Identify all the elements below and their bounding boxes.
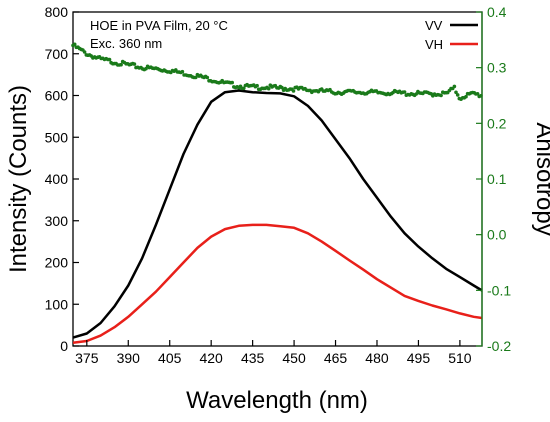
series-vv-line (72, 89, 483, 339)
y2-tick-label-3: 0.1 (487, 171, 507, 187)
x-tick-label-435: 435 (241, 350, 265, 366)
y-tick-label-700: 700 (45, 46, 69, 62)
x-tick-label-495: 495 (407, 350, 431, 366)
series-layer (71, 42, 483, 344)
y-tick-label-100: 100 (45, 296, 69, 312)
y2-axis-title: Anisotropy (531, 122, 550, 235)
anisotropy-point (193, 75, 198, 80)
y-axis-title: Intensity (Counts) (5, 85, 32, 273)
x-axis: 375 390 405 420 435 450 465 480 495 510 (75, 340, 472, 366)
anisotropy-point (280, 85, 284, 90)
y-tick-label-200: 200 (45, 255, 69, 271)
anisotropy-point (464, 94, 468, 99)
y-tick-label-800: 800 (45, 4, 69, 20)
y-tick-label-0: 0 (60, 338, 68, 354)
series-anisotropy (71, 42, 483, 101)
y2-tick-label-0: -0.2 (487, 338, 511, 354)
y-tick-label-300: 300 (45, 213, 69, 229)
anisotropy-point (255, 83, 259, 88)
anisotropy-point (266, 86, 271, 91)
legend-label-vh: VH (425, 37, 443, 52)
x-tick-label-510: 510 (448, 350, 472, 366)
anisotropy-point (402, 90, 407, 94)
y-tick-label-400: 400 (45, 171, 69, 187)
y-axis-left: 0 100 200 300 400 500 600 700 800 (45, 4, 79, 354)
x-tick-label-420: 420 (199, 350, 223, 366)
x-tick-label-480: 480 (365, 350, 389, 366)
anisotropy-point (230, 80, 234, 85)
x-axis-title: Wavelength (nm) (186, 387, 368, 414)
anisotropy-point (455, 93, 460, 97)
plot-frame (72, 11, 483, 347)
annotation-sample: HOE in PVA Film, 20 °C (90, 18, 228, 33)
y-tick-label-500: 500 (45, 129, 69, 145)
x-tick-label-465: 465 (324, 350, 348, 366)
y-axis-right: -0.2 -0.1 0.0 0.1 0.2 0.3 0.4 (476, 4, 511, 354)
legend: VV VH (425, 18, 478, 52)
y2-tick-label-6: 0.4 (487, 4, 507, 20)
anisotropy-point (439, 93, 443, 98)
series-vh-line (72, 223, 483, 344)
anisotropy-point (291, 89, 296, 93)
anisotropy-point (475, 92, 480, 96)
anisotropy-point (180, 69, 185, 74)
anisotropy-point (132, 62, 137, 66)
anisotropy-point (454, 90, 458, 95)
y2-tick-label-1: -0.1 (487, 282, 511, 298)
x-tick-label-405: 405 (158, 350, 182, 366)
anisotropy-point (72, 42, 77, 47)
anisotropy-point (119, 62, 123, 67)
legend-label-vv: VV (425, 18, 443, 33)
x-tick-label-450: 450 (282, 350, 306, 366)
x-tick-label-375: 375 (75, 350, 99, 366)
x-tick-label-390: 390 (117, 350, 141, 366)
anisotropy-point (107, 57, 112, 62)
anisotropy-point (82, 50, 87, 54)
y2-tick-label-2: 0.0 (487, 227, 507, 243)
y2-tick-label-4: 0.2 (487, 115, 507, 131)
anisotropy-point (242, 86, 246, 91)
y-tick-label-600: 600 (45, 88, 69, 104)
y2-tick-label-5: 0.3 (487, 60, 507, 76)
anisotropy-point (205, 75, 210, 80)
anisotropy-point (452, 84, 457, 89)
annotation-excitation: Exc. 360 nm (90, 36, 162, 51)
